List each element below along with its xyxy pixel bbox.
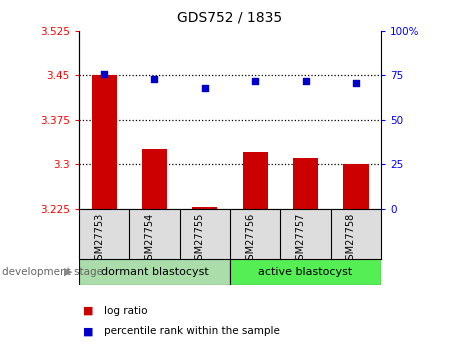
Text: GSM27754: GSM27754 [144, 213, 154, 266]
Point [252, 78, 259, 83]
Point [101, 71, 108, 77]
Text: ▶: ▶ [64, 267, 72, 277]
Text: development stage: development stage [2, 267, 103, 277]
Bar [192, 207, 217, 209]
Bar [142, 149, 167, 209]
Bar [92, 76, 117, 209]
Text: ■: ■ [83, 306, 94, 315]
Text: percentile rank within the sample: percentile rank within the sample [104, 326, 280, 336]
Bar [243, 152, 268, 209]
Text: GDS752 / 1835: GDS752 / 1835 [177, 10, 283, 24]
Point [151, 76, 158, 82]
Point [201, 85, 208, 91]
Bar [79, 259, 230, 285]
Point [352, 80, 359, 85]
Bar [343, 164, 368, 209]
Text: GSM27753: GSM27753 [94, 213, 104, 266]
Text: GSM27758: GSM27758 [346, 213, 356, 266]
Text: ■: ■ [83, 326, 94, 336]
Text: log ratio: log ratio [104, 306, 147, 315]
Bar [230, 259, 381, 285]
Point [302, 78, 309, 83]
Bar [293, 158, 318, 209]
Text: active blastocyst: active blastocyst [258, 267, 353, 277]
Text: GSM27756: GSM27756 [245, 213, 255, 266]
Text: dormant blastocyst: dormant blastocyst [101, 267, 208, 277]
Text: GSM27757: GSM27757 [295, 213, 305, 266]
Text: GSM27755: GSM27755 [195, 213, 205, 266]
